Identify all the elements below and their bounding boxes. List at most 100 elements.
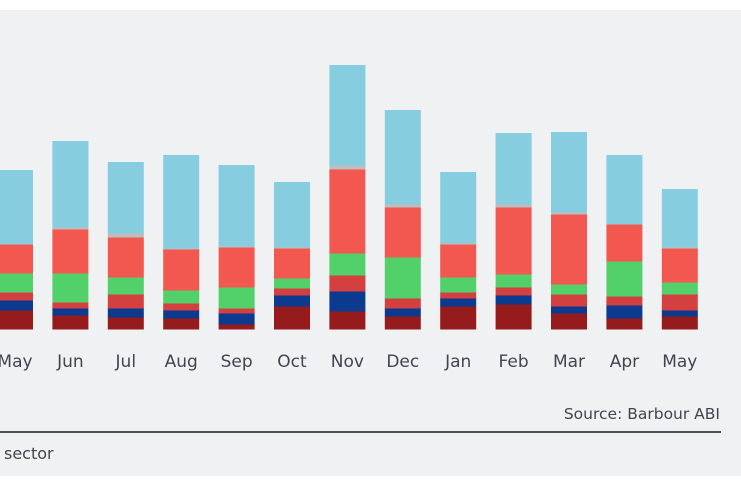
bar-segment-series-5 xyxy=(384,207,421,258)
bar-segment-series-7 xyxy=(218,165,255,247)
bar-segment-series-7 xyxy=(274,182,310,248)
bar-segment-series-1 xyxy=(440,306,477,330)
bar-segment-series-3 xyxy=(163,303,200,311)
bar-segment-series-7 xyxy=(661,189,698,248)
bar-segment-series-2 xyxy=(551,306,587,314)
bar-segment-series-4 xyxy=(329,253,366,276)
chart-caption: sector xyxy=(4,444,54,463)
bar-segment-series-3 xyxy=(606,296,643,306)
bar-segment-series-3 xyxy=(0,292,33,301)
bar-segment-series-3 xyxy=(551,294,587,307)
bars-group xyxy=(0,65,698,330)
bar-segment-series-6 xyxy=(218,246,255,248)
bar-segment-series-1 xyxy=(384,316,421,330)
bar-segment-series-6 xyxy=(107,233,144,238)
x-tick-label: Jun xyxy=(56,352,84,372)
bar-segment-series-3 xyxy=(495,287,532,296)
divider xyxy=(0,431,721,433)
bar-segment-series-2 xyxy=(495,295,532,305)
bar-stack-12 xyxy=(606,155,643,330)
bar-segment-series-4 xyxy=(274,278,310,289)
bar-segment-series-5 xyxy=(495,207,532,275)
bar-segment-series-3 xyxy=(440,292,477,299)
bar-segment-series-5 xyxy=(0,244,33,274)
x-tick-label: Mar xyxy=(553,352,585,372)
x-tick-label: Aug xyxy=(165,352,198,372)
bar-segment-series-6 xyxy=(163,248,200,250)
bar-segment-series-1 xyxy=(495,304,532,330)
bar-segment-series-5 xyxy=(440,244,477,278)
bar-segment-series-7 xyxy=(495,133,532,205)
stacked-bar-chart: May Jun Jul Aug Sep Oct Nov Dec Jan Feb Mar Apr May xyxy=(0,65,698,372)
bar-stack-5 xyxy=(218,165,255,330)
bar-segment-series-4 xyxy=(495,274,532,288)
bar-segment-series-2 xyxy=(329,291,366,312)
bar-stack-10 xyxy=(495,133,532,330)
bar-segment-series-5 xyxy=(163,249,200,291)
bar-segment-series-4 xyxy=(606,261,643,297)
bar-segment-series-3 xyxy=(107,294,144,309)
bar-segment-series-7 xyxy=(163,155,200,249)
bar-segment-series-5 xyxy=(274,248,310,279)
bar-segment-series-1 xyxy=(52,315,89,330)
bar-segment-series-2 xyxy=(384,308,421,317)
x-tick-label: May xyxy=(0,352,33,372)
x-tick-label: Sep xyxy=(221,352,253,372)
bar-segment-series-5 xyxy=(661,248,698,283)
bar-segment-series-4 xyxy=(107,277,144,295)
bar-segment-series-4 xyxy=(384,257,421,299)
bar-segment-series-1 xyxy=(329,311,366,330)
bar-stack-2 xyxy=(52,141,89,330)
bar-stack-7 xyxy=(329,65,366,330)
bar-segment-series-7 xyxy=(0,170,33,245)
bar-segment-series-6 xyxy=(52,227,89,230)
bar-segment-series-1 xyxy=(274,306,310,330)
bar-segment-series-6 xyxy=(661,247,698,249)
bar-segment-series-4 xyxy=(218,287,255,309)
x-tick-label: Oct xyxy=(277,352,307,372)
bar-segment-series-6 xyxy=(440,243,477,245)
bar-segment-series-6 xyxy=(274,247,310,249)
bar-segment-series-7 xyxy=(440,172,477,244)
bar-segment-series-6 xyxy=(329,165,366,170)
bar-segment-series-7 xyxy=(329,65,366,166)
x-tick-label: May xyxy=(662,352,697,372)
x-tick-label: Feb xyxy=(499,352,529,372)
bar-segment-series-7 xyxy=(551,132,587,213)
bar-segment-series-1 xyxy=(606,318,643,330)
bar-segment-series-1 xyxy=(218,324,255,330)
bar-segment-series-5 xyxy=(107,237,144,278)
bar-segment-series-5 xyxy=(329,169,366,254)
bar-segment-series-3 xyxy=(218,308,255,314)
bar-segment-series-6 xyxy=(384,204,421,208)
bar-stack-4 xyxy=(163,155,200,330)
x-tick-label: Jul xyxy=(115,352,137,372)
bar-segment-series-5 xyxy=(606,224,643,262)
bar-segment-series-2 xyxy=(52,308,89,316)
bar-segment-series-4 xyxy=(52,273,89,303)
bar-segment-series-1 xyxy=(0,310,33,330)
bar-segment-series-7 xyxy=(384,110,421,205)
bar-segment-series-5 xyxy=(218,247,255,288)
bar-segment-series-2 xyxy=(274,295,310,307)
bar-segment-series-3 xyxy=(384,298,421,309)
bar-segment-series-5 xyxy=(551,214,587,285)
x-tick-label: Dec xyxy=(386,352,419,372)
x-tick-label: Nov xyxy=(331,352,364,372)
bar-segment-series-6 xyxy=(495,204,532,208)
bar-segment-series-1 xyxy=(661,316,698,330)
bar-segment-series-4 xyxy=(163,290,200,304)
bar-stack-13 xyxy=(661,189,698,330)
bar-segment-series-2 xyxy=(661,310,698,317)
x-tick-label: Jan xyxy=(444,352,471,372)
bar-segment-series-2 xyxy=(107,308,144,318)
bar-segment-series-3 xyxy=(274,288,310,296)
bar-segment-series-3 xyxy=(329,275,366,292)
bar-stack-6 xyxy=(274,182,310,330)
bar-segment-series-7 xyxy=(107,162,144,234)
bar-segment-series-4 xyxy=(440,277,477,293)
bar-stack-1 xyxy=(0,170,33,330)
bar-segment-series-2 xyxy=(0,300,33,311)
bar-segment-series-2 xyxy=(440,298,477,307)
bar-segment-series-5 xyxy=(52,229,89,274)
